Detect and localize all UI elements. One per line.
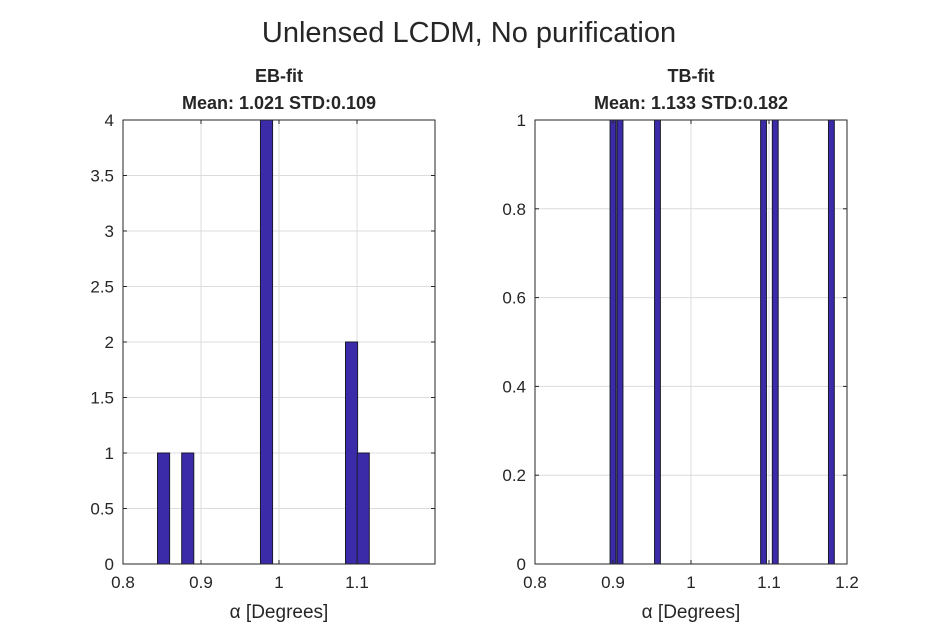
histogram-bar: [157, 452, 171, 565]
panel-title: TB-fit: [668, 66, 715, 86]
panel-2: 0.8 0.9 1 1.1 1.2 0 0.2 0.4 0.6 0.8 1 TB-fit Mean: 1…: [502, 66, 858, 623]
histogram-bar: [609, 119, 617, 565]
y-tick-label: 0.4: [502, 377, 526, 396]
y-tick-label: 3.5: [90, 167, 114, 186]
histogram-bar: [760, 119, 767, 565]
x-tick-label: 1.1: [345, 573, 369, 592]
x-tick-label: 1.1: [757, 573, 781, 592]
histogram-bar: [344, 341, 359, 565]
histogram-bar: [827, 119, 835, 565]
panel-1: 0.8 0.9 1 1.1 0 0.5 1 1.5 2 2.5 3 3.5 4 EB-fit Mean: 1…: [90, 66, 436, 623]
y-tick-label: 1.5: [90, 389, 114, 408]
histogram-bar: [771, 119, 779, 565]
panel-subtitle: Mean: 1.021 STD:0.109: [182, 93, 376, 113]
histogram-bar: [356, 452, 370, 565]
x-tick-label: 0.9: [601, 573, 625, 592]
panel-title: EB-fit: [255, 66, 303, 86]
y-tick-label: 0: [105, 555, 114, 574]
y-tick-label: 0.8: [502, 200, 526, 219]
y-tick-label: 1: [105, 444, 114, 463]
y-tick-label: 0.5: [90, 500, 114, 519]
histogram-bar: [616, 119, 624, 565]
x-tick-label: 1.2: [835, 573, 859, 592]
y-tick-label: 0: [517, 555, 526, 574]
y-tick-label: 0.2: [502, 466, 526, 485]
histogram-bar: [181, 452, 195, 565]
y-tick-label: 3: [105, 222, 114, 241]
x-axis-label: α [Degrees]: [642, 602, 741, 623]
y-tick-label: 2.5: [90, 278, 114, 297]
panel-subtitle: Mean: 1.133 STD:0.182: [594, 93, 788, 113]
x-tick-label: 0.8: [523, 573, 547, 592]
histogram-bar: [654, 119, 661, 565]
x-tick-label: 0.9: [189, 573, 213, 592]
y-tick-label: 1: [517, 111, 526, 130]
x-axis-label: α [Degrees]: [230, 602, 329, 623]
figure-suptitle: Unlensed LCDM, No purification: [262, 17, 676, 49]
x-tick-label: 0.8: [111, 573, 135, 592]
histogram-bar: [259, 119, 274, 565]
y-tick-label: 4: [105, 111, 114, 130]
y-tick-label: 0.6: [502, 289, 526, 308]
x-tick-label: 1: [274, 573, 283, 592]
x-tick-label: 1: [686, 573, 695, 592]
y-tick-label: 2: [105, 333, 114, 352]
